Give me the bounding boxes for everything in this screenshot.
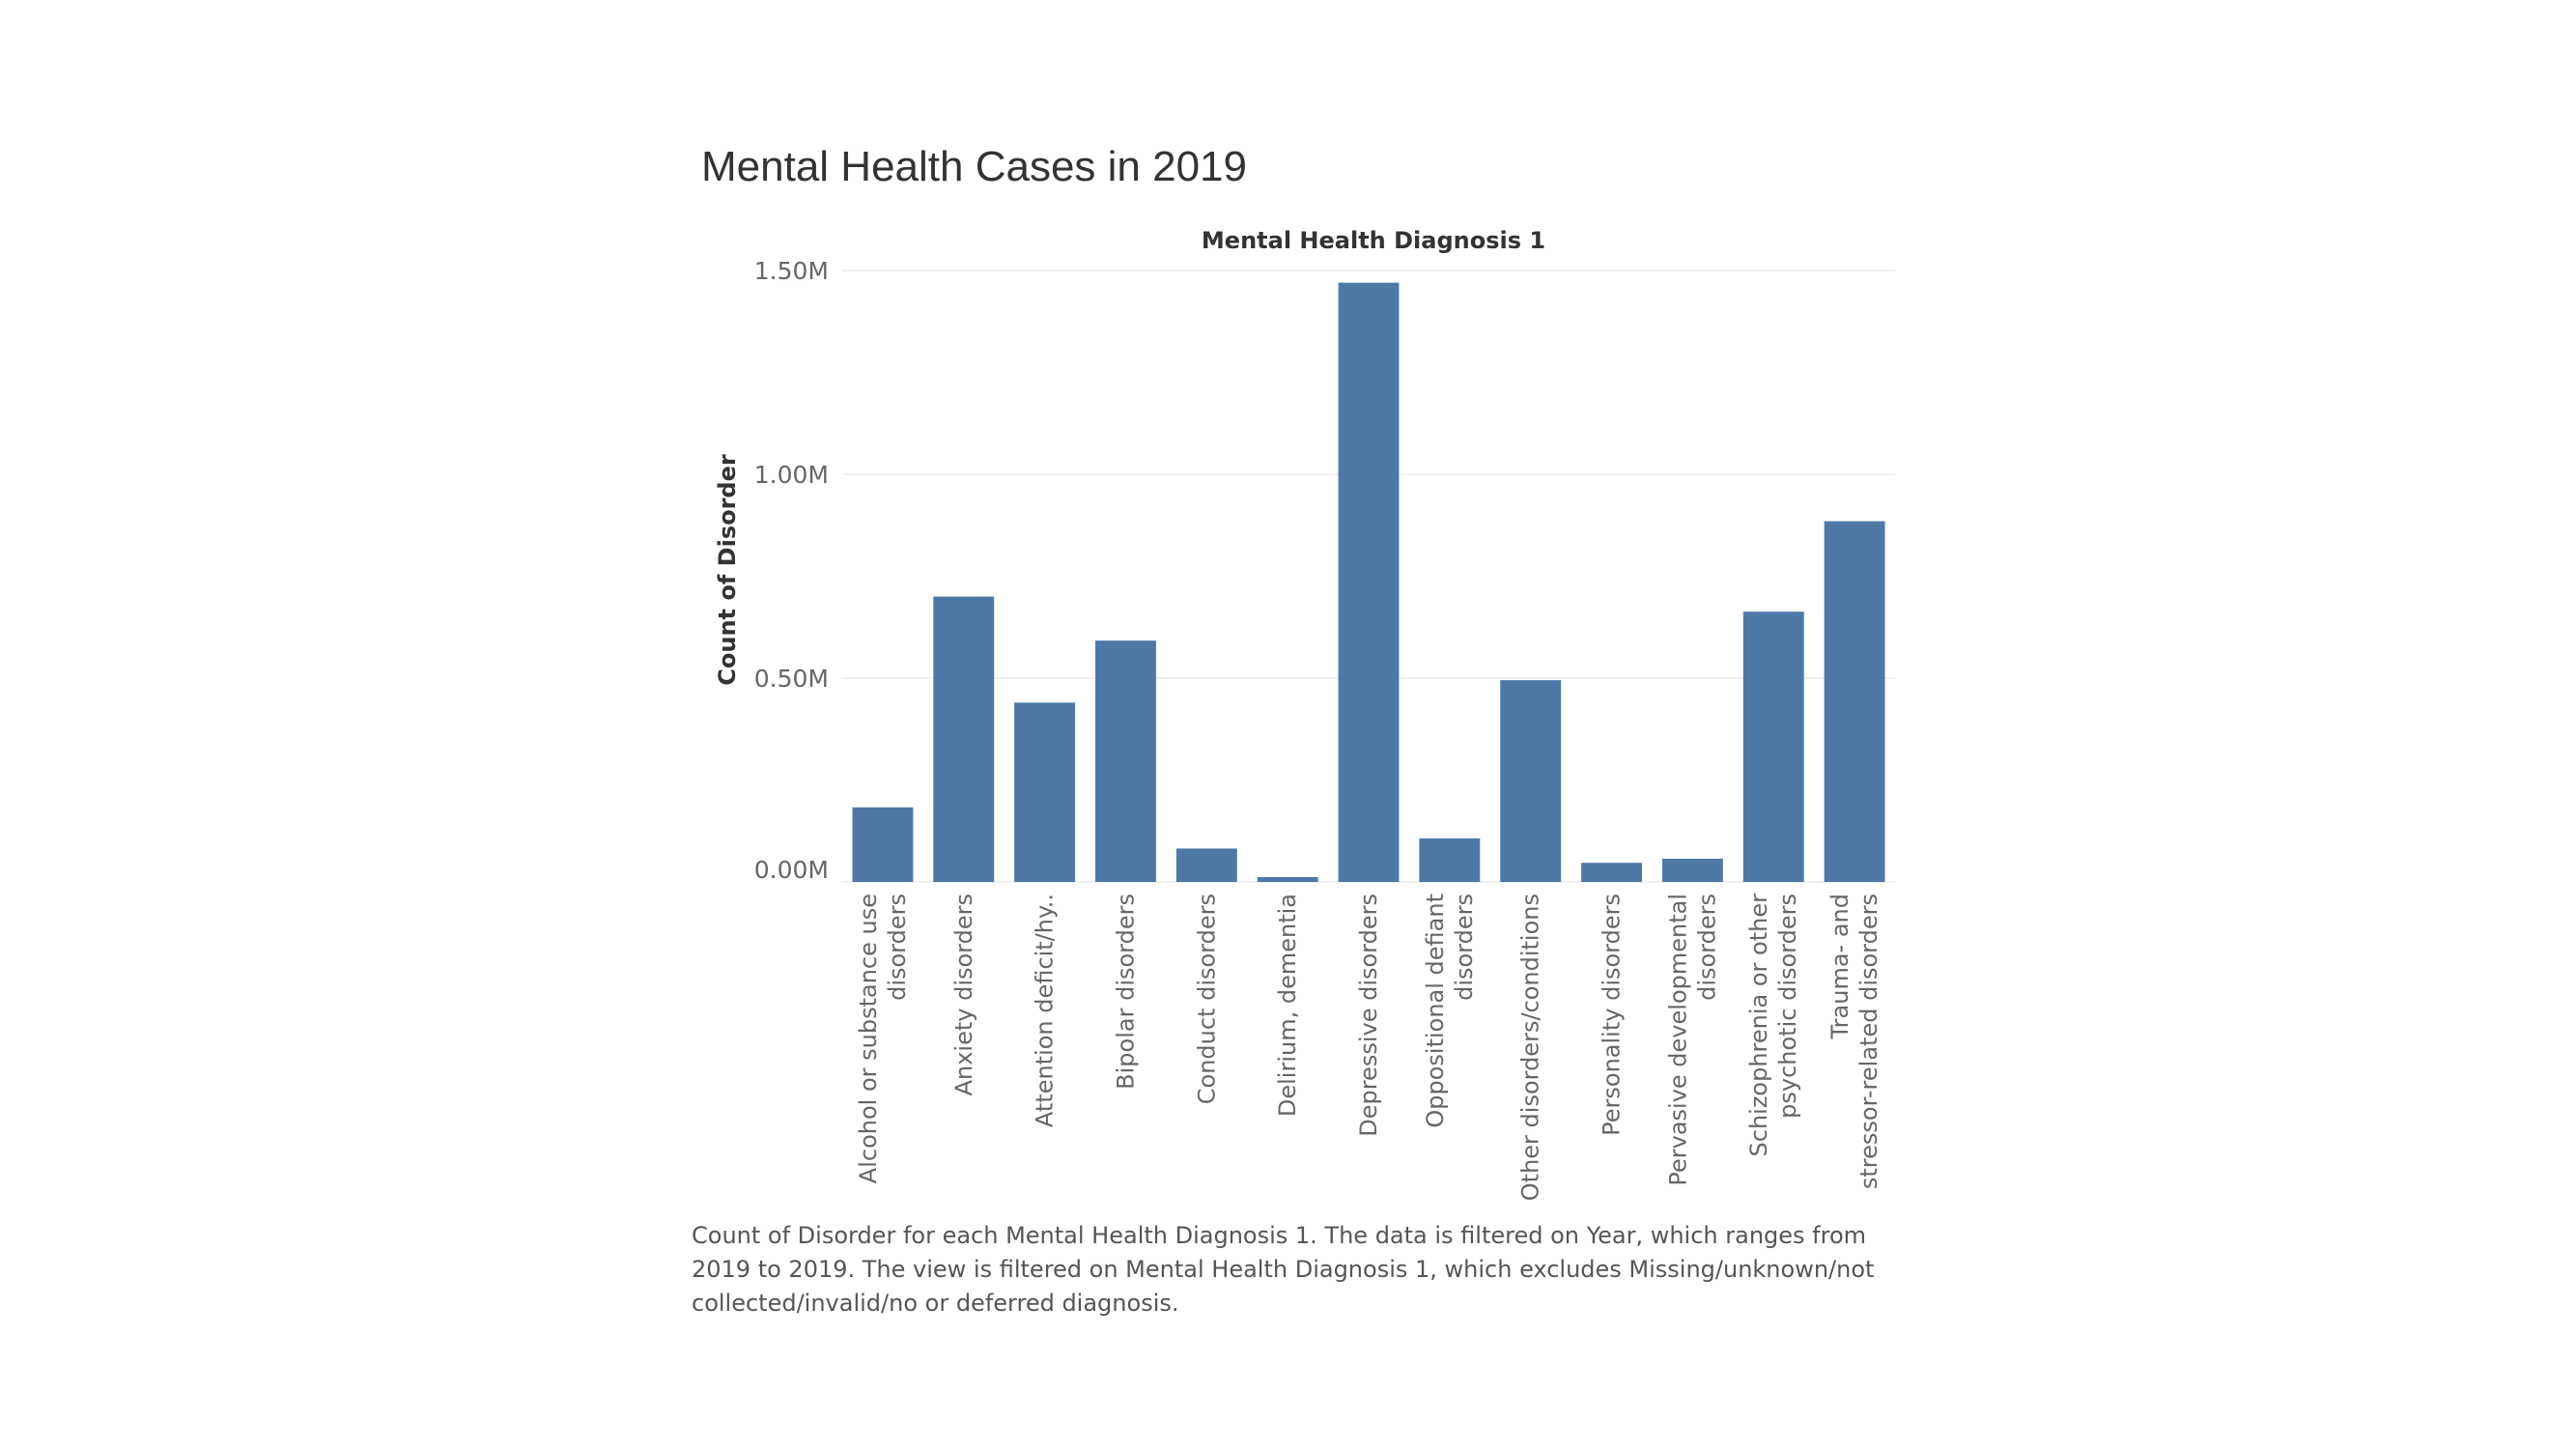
x-category-label-line: Alcohol or substance use xyxy=(855,894,882,1183)
x-category-label: Delirium, dementia xyxy=(1274,894,1301,1117)
x-category-label-line: Anxiety disorders xyxy=(950,894,977,1095)
x-category-label: Oppositional defiant disorders xyxy=(1422,894,1478,1128)
x-category-label-line: psychotic disorders xyxy=(1774,894,1801,1119)
bar xyxy=(1175,848,1237,882)
x-category-label: Bipolar disorders xyxy=(1112,894,1139,1090)
x-category-label: Personality disorders xyxy=(1599,894,1626,1136)
bar xyxy=(1661,858,1723,882)
bar xyxy=(1500,680,1562,882)
x-category-label: Anxiety disorders xyxy=(950,894,977,1095)
bar xyxy=(1338,282,1400,882)
x-category-label: Schizophrenia or other psychotic disorder… xyxy=(1745,894,1801,1157)
x-category-label-line: Other disorders/conditions xyxy=(1517,894,1544,1201)
x-category-label-line: Trauma- and xyxy=(1826,894,1854,1039)
x-category-label-line: stressor-related disorders xyxy=(1855,894,1882,1189)
y-tick-label: 0.50M xyxy=(754,665,829,693)
chart-caption: Count of Disorder for each Mental Health… xyxy=(692,1222,1875,1317)
x-category-label: Depressive disorders xyxy=(1355,894,1382,1137)
bars xyxy=(852,282,1885,882)
x-category-label-line: Oppositional defiant xyxy=(1422,894,1449,1128)
x-category-label-line: disorders xyxy=(1451,894,1478,1001)
x-category-label-line: disorders xyxy=(1693,894,1720,1001)
x-category-label-line: Conduct disorders xyxy=(1193,894,1220,1104)
y-tick-label: 0.00M xyxy=(754,856,829,884)
bar xyxy=(1419,838,1481,882)
x-category-label-line: Pervasive developmental xyxy=(1664,894,1691,1186)
bar xyxy=(852,807,914,882)
x-category-label-line: disorders xyxy=(884,894,911,1001)
x-category-label-line: Delirium, dementia xyxy=(1274,894,1301,1117)
bar xyxy=(1014,702,1076,882)
bar xyxy=(1742,611,1804,882)
y-tick-label: 1.50M xyxy=(754,257,829,285)
column-header: Mental Health Diagnosis 1 xyxy=(1202,227,1545,254)
x-axis-labels: Alcohol or substance use disorders Anxiety… xyxy=(855,894,1882,1201)
y-axis-ticks: 0.00M 0.50M 1.00M 1.50M xyxy=(754,257,829,884)
y-axis-title: Count of Disorder xyxy=(714,454,741,686)
bar xyxy=(1095,640,1156,882)
x-category-label: Alcohol or substance use disorders xyxy=(855,894,911,1183)
chart-title: Mental Health Cases in 2019 xyxy=(701,143,1247,190)
x-category-label-line: Personality disorders xyxy=(1599,894,1626,1136)
x-category-label: Pervasive developmental disorders xyxy=(1664,894,1720,1186)
x-category-label: Attention deficit/hy.. xyxy=(1032,894,1059,1127)
x-category-label-line: Schizophrenia or other xyxy=(1745,894,1772,1157)
x-category-label-line: Depressive disorders xyxy=(1355,894,1382,1137)
bar xyxy=(1581,863,1642,882)
bar xyxy=(1824,521,1885,882)
x-category-label-line: Attention deficit/hy.. xyxy=(1032,894,1059,1127)
x-category-label: Trauma- and stressor-related disorders xyxy=(1826,894,1882,1189)
bar xyxy=(933,596,995,882)
x-category-label: Other disorders/conditions xyxy=(1517,894,1544,1201)
y-tick-label: 1.00M xyxy=(754,461,829,489)
x-category-label-line: Bipolar disorders xyxy=(1112,894,1139,1090)
x-category-label: Conduct disorders xyxy=(1193,894,1220,1104)
bar xyxy=(1257,876,1318,882)
